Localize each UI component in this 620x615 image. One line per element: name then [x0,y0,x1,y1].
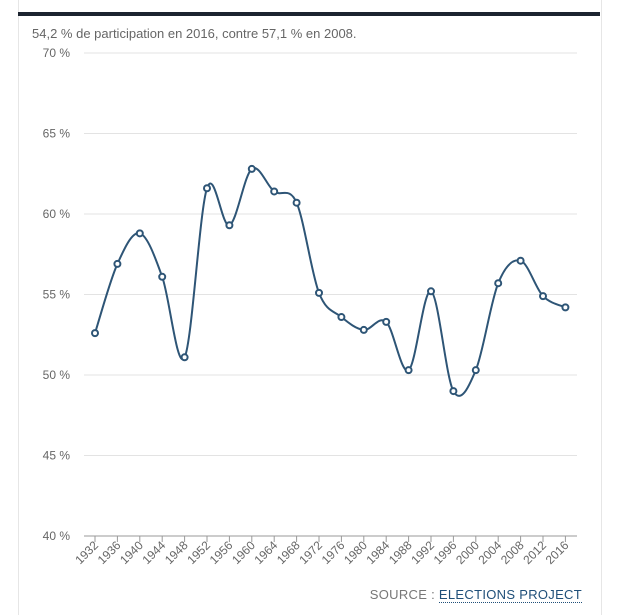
data-point [270,187,279,196]
data-point [135,229,144,238]
y-axis-labels: 40 % 45 % 50 % 55 % 60 % 65 % 70 % [43,46,71,543]
x-tick-label: 2000 [453,538,482,567]
y-tick-label: 65 % [43,127,71,141]
x-tick-label: 2012 [520,538,549,567]
data-point [337,313,346,322]
series-points [91,164,570,396]
data-point [404,366,413,375]
data-point [225,221,234,230]
x-tick-label: 1980 [341,538,370,567]
data-point [158,272,167,281]
x-tick-label: 1932 [72,538,101,567]
chart-subtitle: 54,2 % de participation en 2016, contre … [32,26,357,41]
x-tick-label: 1976 [319,538,348,567]
source-link[interactable]: ELECTIONS PROJECT [438,587,582,603]
x-tick-label: 2004 [476,538,505,567]
x-tick-label: 2016 [543,538,572,567]
data-point [113,259,122,268]
y-tick-label: 40 % [43,529,71,543]
data-point [561,303,570,312]
source-prefix: SOURCE : [369,587,439,602]
x-tick-label: 1984 [364,538,393,567]
x-tick-label: 1972 [296,538,325,567]
data-point [292,198,301,207]
y-tick-label: 60 % [43,207,71,221]
x-tick-label: 1936 [95,538,124,567]
x-tick-label: 2008 [498,538,527,567]
x-axis: 1932193619401944194819521956196019641968… [72,535,577,567]
y-tick-label: 70 % [43,46,71,60]
data-point [247,164,256,173]
data-point [427,287,435,296]
x-tick-label: 1956 [207,538,236,567]
x-tick-label: 1948 [162,538,191,567]
y-tick-label: 50 % [43,368,71,382]
y-tick-label: 45 % [43,449,71,463]
data-point [359,325,368,334]
x-tick-label: 1940 [117,538,146,567]
x-tick-label: 1988 [386,538,415,567]
x-tick-label: 1944 [140,538,169,567]
x-tick-label: 1960 [229,538,258,567]
source-credit: SOURCE : ELECTIONS PROJECT [369,587,582,603]
data-point [91,329,99,338]
data-point [382,317,391,326]
data-point [449,387,458,396]
chart-card [18,0,602,615]
data-point [539,292,547,301]
x-tick-label: 1968 [274,538,303,567]
data-point [516,256,525,265]
y-tick-label: 55 % [43,288,71,302]
data-point [315,288,323,297]
x-tick-label: 1964 [252,538,281,567]
data-point [471,366,480,375]
data-point [203,184,211,193]
grid-lines [84,52,577,456]
x-tick-label: 1952 [184,538,213,567]
x-tick-label: 1996 [431,538,460,567]
data-point [180,353,189,362]
x-tick-label: 1992 [408,538,437,567]
data-point [494,279,503,288]
top-accent-bar [18,12,600,16]
